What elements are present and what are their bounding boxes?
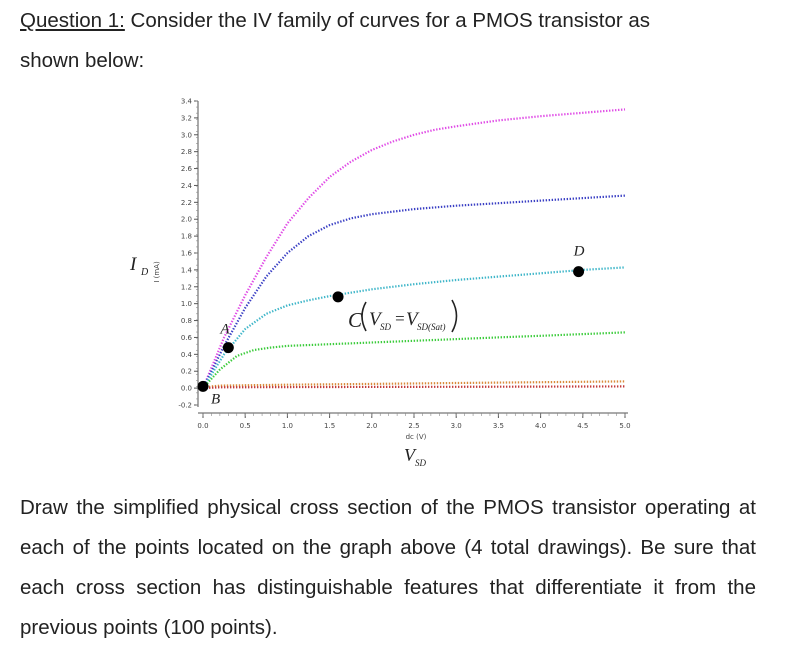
- annotation-eq: =: [394, 309, 405, 328]
- x-tick-label: 4.5: [577, 422, 588, 430]
- y-tick-label: 1.6: [181, 250, 193, 258]
- y-tick-label: 1.4: [181, 266, 193, 274]
- point-label-a: A: [219, 322, 230, 338]
- x-axis-symbol: V: [404, 445, 417, 465]
- operating-point-c: [332, 291, 344, 303]
- x-tick-label: 2.5: [408, 422, 419, 430]
- x-tick-label: 2.0: [366, 422, 377, 430]
- y-tick-label: 2.6: [181, 165, 193, 173]
- chart-axes: -0.2 0.0 0.2 0.4 0.6 0.8 1.0 1.2 1.4 1.6 1.8 2.0 2.2…: [178, 98, 630, 431]
- annotation-rhs-sub: SD(Sat): [417, 322, 446, 332]
- point-label-b: B: [211, 391, 220, 407]
- saturation-annotation: C V SD = V SD(Sat): [348, 299, 458, 333]
- question-line-1: Question 1: Consider the IV family of cu…: [20, 6, 650, 36]
- x-axis-label: dc (V): [406, 433, 427, 441]
- x-tick-label: 3.0: [451, 422, 462, 430]
- y-tick-label: 0.4: [181, 351, 193, 359]
- annotation-rhs: V: [406, 309, 420, 330]
- y-tick-label: 3.4: [181, 98, 193, 106]
- chart-points: A B D: [197, 244, 585, 407]
- x-tick-label: 1.0: [282, 422, 293, 430]
- question-line-2: shown below:: [20, 49, 145, 72]
- y-tick-label: 1.2: [181, 283, 192, 291]
- annotation-lead: C: [348, 308, 363, 332]
- chart-curves: [201, 108, 626, 390]
- y-tick-label: 0.2: [181, 368, 192, 376]
- annotation-paren-left: [361, 301, 367, 332]
- x-tick-label: 5.0: [619, 422, 630, 430]
- y-tick-label: 0.0: [181, 385, 192, 393]
- y-tick-label: 2.8: [181, 148, 192, 156]
- question-text: Consider the IV family of curves for a P…: [124, 9, 651, 32]
- y-tick-label: 1.0: [181, 300, 192, 308]
- question-label: Question 1:: [20, 9, 125, 32]
- y-tick-label: 0.6: [181, 334, 193, 342]
- y-axis-symbol: I: [129, 254, 138, 275]
- iv-curve: [202, 380, 626, 390]
- y-axis-label: I (mA): [153, 261, 161, 283]
- operating-point-b: [197, 380, 209, 392]
- y-tick-label: 3.2: [181, 114, 192, 122]
- iv-curve: [202, 331, 626, 389]
- point-label-d: D: [573, 244, 585, 260]
- y-tick-label: 2.0: [181, 216, 192, 224]
- x-tick-label: 0.0: [197, 422, 208, 430]
- iv-curves-chart: -0.2 0.0 0.2 0.4 0.6 0.8 1.0 1.2 1.4 1.6 1.8 2.0 2.2…: [129, 98, 631, 469]
- y-tick-label: 2.2: [181, 199, 192, 207]
- iv-curve: [202, 385, 626, 390]
- y-tick-label: 2.4: [181, 182, 193, 190]
- x-tick-label: 4.0: [535, 422, 546, 430]
- iv-curve: [202, 266, 626, 389]
- y-tick-label: 3.0: [181, 131, 192, 139]
- x-tick-label: 3.5: [493, 422, 504, 430]
- operating-point-d: [573, 266, 585, 278]
- y-tick-label: 0.8: [181, 317, 192, 325]
- annotation-lhs-sub: SD: [380, 322, 392, 332]
- operating-point-a: [222, 342, 234, 354]
- annotation-lhs: V: [369, 309, 383, 330]
- iv-curve: [201, 108, 626, 389]
- x-tick-label: 1.5: [324, 422, 335, 430]
- x-axis-symbol-sub: SD: [415, 458, 427, 468]
- y-axis-symbol-sub: D: [140, 267, 149, 278]
- x-tick-label: 0.5: [240, 422, 251, 430]
- annotation-paren-right: [451, 299, 458, 333]
- y-tick-label: -0.2: [178, 402, 192, 410]
- y-tick-label: 1.8: [181, 233, 192, 241]
- iv-curve: [202, 194, 626, 389]
- instructions-paragraph: Draw the simplified physical cross secti…: [20, 496, 756, 639]
